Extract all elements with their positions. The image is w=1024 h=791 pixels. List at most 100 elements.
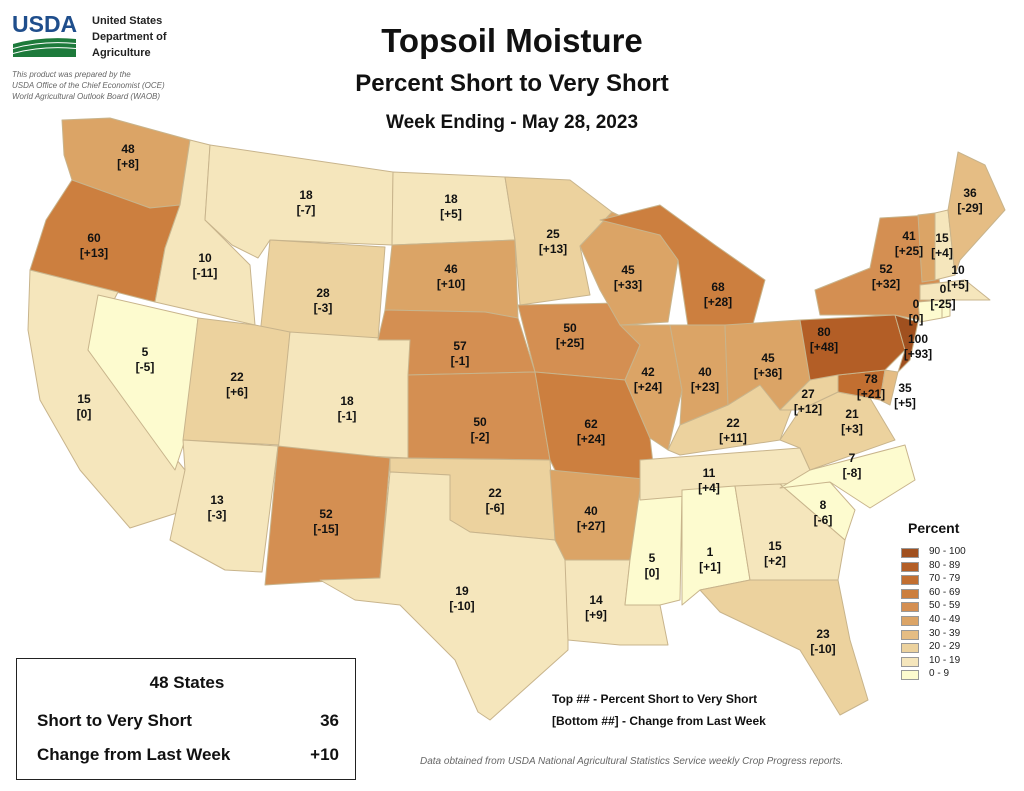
state-value-PA: 80 <box>817 325 831 339</box>
agency-line: Agriculture <box>92 47 151 59</box>
summary-label: Short to Very Short <box>37 711 192 730</box>
state-change-NY: [+32] <box>872 277 900 291</box>
usda-logo-text: USDA <box>12 12 77 37</box>
summary-value: +10 <box>310 745 339 764</box>
state-change-ID: [-11] <box>193 266 218 280</box>
state-value-WI: 45 <box>621 263 635 277</box>
key-top: Top ## - Percent Short to Very Short <box>552 692 758 706</box>
state-value-KY: 22 <box>726 416 740 430</box>
legend-label: 10 - 19 <box>929 654 961 666</box>
state-value-MT: 18 <box>299 188 313 202</box>
legend-swatch <box>901 643 919 654</box>
state-value-SC: 8 <box>820 498 827 512</box>
state-value-RI: 0 <box>940 282 947 296</box>
state-change-AZ: [-3] <box>208 508 227 522</box>
map-title: Topsoil Moisture <box>381 22 643 59</box>
summary-title: 48 States <box>149 673 225 692</box>
state-AZ <box>169 439 279 573</box>
state-change-MI: [+28] <box>704 295 732 309</box>
state-change-NC: [-8] <box>843 466 862 480</box>
legend-swatch <box>901 629 919 640</box>
prepared-line: This product was prepared by the <box>12 70 131 79</box>
state-change-SD: [+10] <box>437 277 465 291</box>
state-change-OR: [+13] <box>80 246 108 260</box>
state-value-ID: 10 <box>198 251 212 265</box>
state-change-CO: [-1] <box>338 409 357 423</box>
state-change-TN: [+4] <box>698 481 720 495</box>
state-value-MI: 68 <box>711 280 725 294</box>
legend-swatch <box>901 670 919 681</box>
legend-label: 40 - 49 <box>929 613 961 625</box>
state-value-IN: 40 <box>698 365 712 379</box>
legend-label: 70 - 79 <box>929 573 961 585</box>
state-value-NJ: 100 <box>908 332 928 346</box>
state-value-AZ: 13 <box>210 493 224 507</box>
legend-label: 90 - 100 <box>929 546 966 557</box>
agency-line: Department of <box>92 31 167 43</box>
state-change-MN: [+13] <box>539 242 567 256</box>
state-change-KY: [+11] <box>719 431 747 445</box>
state-value-NV: 5 <box>142 345 149 359</box>
state-change-VA: [+3] <box>841 422 863 436</box>
state-value-NY: 52 <box>879 262 893 276</box>
state-change-KS: [-2] <box>471 430 490 444</box>
summary-box: 48 States Short to Very Short 36 Change … <box>16 658 356 780</box>
state-value-UT: 22 <box>230 370 244 384</box>
state-value-AL: 1 <box>707 545 714 559</box>
legend-label: 30 - 39 <box>929 627 961 639</box>
state-value-NC: 7 <box>849 451 856 465</box>
state-value-CO: 18 <box>340 394 354 408</box>
legend-label: 80 - 89 <box>929 559 961 571</box>
state-value-CT: 0 <box>913 297 920 311</box>
summary-label: Change from Last Week <box>37 745 231 764</box>
state-change-NJ: [+93] <box>904 347 932 361</box>
state-change-OH: [+36] <box>754 366 782 380</box>
state-change-TX: [-10] <box>449 599 474 613</box>
state-value-VA: 21 <box>845 407 859 421</box>
state-change-NH: [+4] <box>931 246 953 260</box>
state-change-WV: [+12] <box>794 402 822 416</box>
state-value-TX: 19 <box>455 584 469 598</box>
state-change-FL: [-10] <box>810 642 835 656</box>
state-value-WY: 28 <box>316 286 330 300</box>
key-bottom: [Bottom ##] - Change from Last Week <box>552 714 766 728</box>
prepared-line: World Agricultural Outlook Board (WAOB) <box>12 92 161 101</box>
state-value-WA: 48 <box>121 142 135 156</box>
legend-label: 0 - 9 <box>929 668 950 680</box>
state-TX <box>319 471 569 721</box>
state-change-ME: [-29] <box>957 201 982 215</box>
state-change-RI: [-25] <box>930 297 955 311</box>
summary-value: 36 <box>320 711 339 730</box>
state-NV <box>87 294 199 471</box>
state-value-MS: 5 <box>649 551 656 565</box>
state-ME <box>947 151 1006 276</box>
state-value-AR: 40 <box>584 504 598 518</box>
state-change-WI: [+33] <box>614 278 642 292</box>
state-FL <box>699 579 869 716</box>
state-value-GA: 15 <box>768 539 782 553</box>
state-change-MO: [+24] <box>577 432 605 446</box>
state-change-WY: [-3] <box>314 301 333 315</box>
state-change-DE: [+5] <box>894 396 916 410</box>
state-value-ME: 36 <box>963 186 977 200</box>
usda-logo: USDA <box>12 12 77 57</box>
state-value-NM: 52 <box>319 507 333 521</box>
prepared-line: USDA Office of the Chief Economist (OCE) <box>12 81 165 90</box>
state-change-NM: [-15] <box>313 522 338 536</box>
state-change-WA: [+8] <box>117 157 139 171</box>
state-change-SC: [-6] <box>814 513 833 527</box>
state-value-VT: 41 <box>902 229 916 243</box>
legend-swatch <box>901 656 919 667</box>
label-key-note: Top ## - Percent Short to Very Short [Bo… <box>552 688 766 732</box>
state-change-AR: [+27] <box>577 519 605 533</box>
state-change-LA: [+9] <box>585 608 607 622</box>
legend-swatch <box>901 561 919 572</box>
state-value-LA: 14 <box>589 593 603 607</box>
state-GA <box>734 483 846 581</box>
legend-swatch <box>901 588 919 599</box>
state-value-IL: 42 <box>641 365 655 379</box>
state-change-IN: [+23] <box>691 380 719 394</box>
summary-row-short: Short to Very Short 36 <box>37 711 339 731</box>
state-value-WV: 27 <box>801 387 815 401</box>
